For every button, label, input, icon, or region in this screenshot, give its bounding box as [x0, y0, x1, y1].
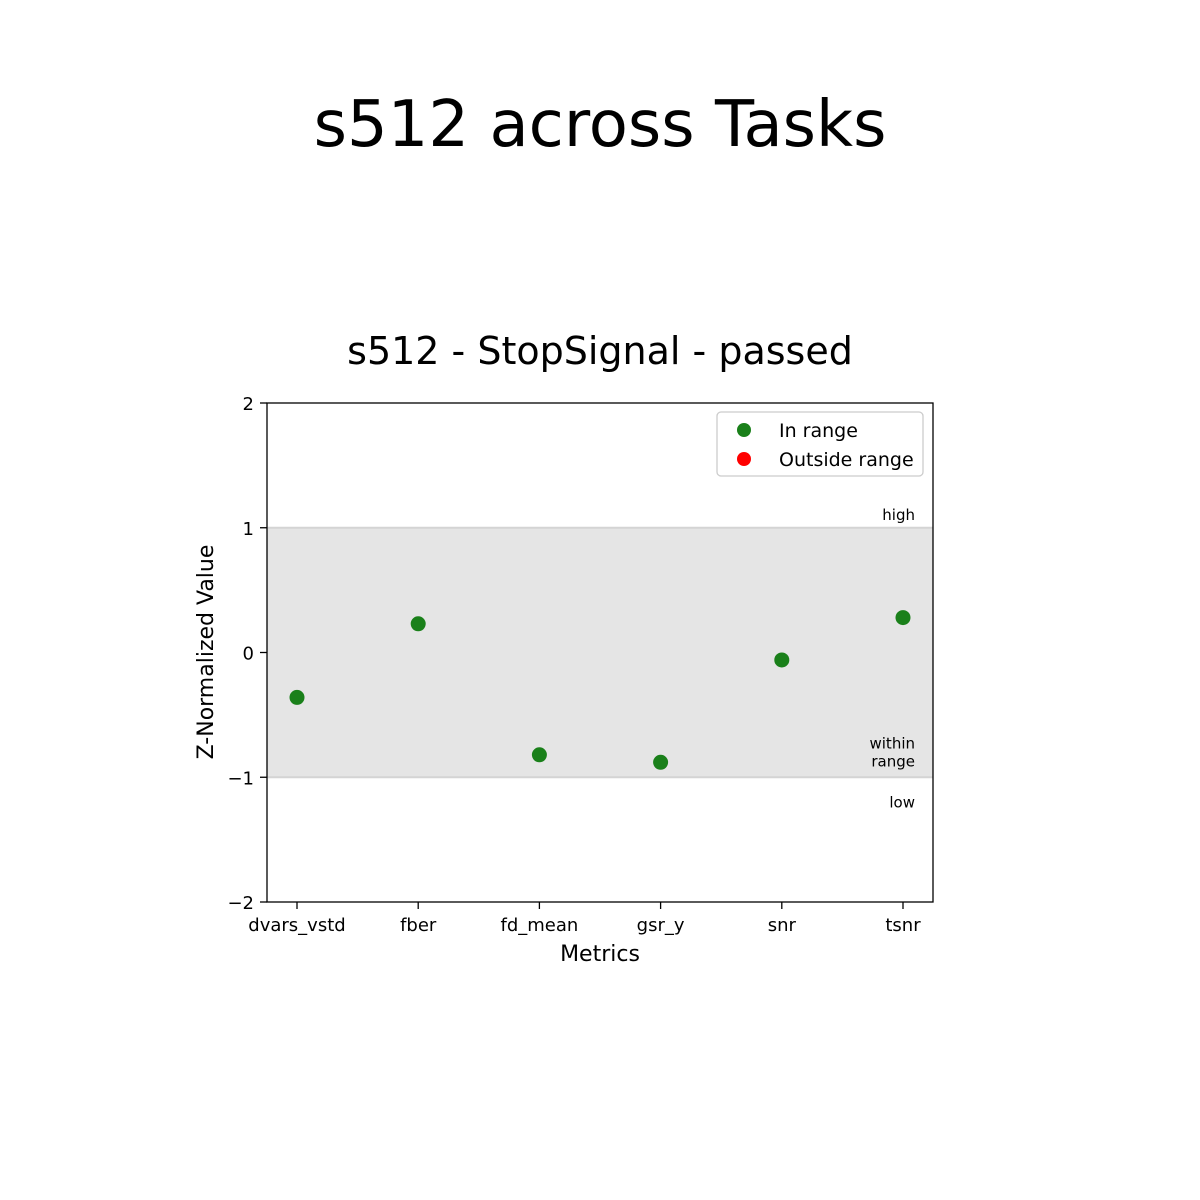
x-tick-label: dvars_vstd	[248, 915, 345, 936]
legend-label: In range	[779, 420, 858, 442]
data-point-tsnr	[895, 610, 911, 626]
within-range-band	[267, 527, 933, 778]
plot-frame	[266, 402, 934, 903]
legend-marker	[737, 452, 751, 466]
x-tick-label: fd_mean	[500, 915, 578, 936]
data-point-dvars_vstd	[289, 689, 305, 705]
x-tick-label: gsr_y	[637, 915, 685, 936]
annotation-high: high	[882, 506, 915, 524]
x-axis-label: Metrics	[560, 942, 640, 967]
y-axis-ticks: 2 1 0 −1 −2	[227, 394, 267, 914]
legend-box	[716, 411, 924, 477]
data-points	[289, 610, 911, 770]
y-tick-label: 2	[243, 394, 254, 415]
x-tick-label: fber	[400, 915, 437, 936]
y-axis-label: Z-Normalized Value	[194, 545, 219, 760]
chart-title: s512 - StopSignal - passed	[347, 329, 853, 373]
x-tick-label: tsnr	[885, 915, 921, 936]
y-tick-label: 0	[243, 644, 254, 665]
x-tick-label: snr	[768, 915, 797, 936]
legend: In range Outside range	[716, 411, 924, 477]
data-point-fber	[410, 616, 426, 632]
y-tick-label: 1	[243, 519, 254, 540]
y-tick-label: −1	[227, 768, 254, 789]
data-point-gsr_y	[653, 754, 669, 770]
data-point-snr	[774, 652, 790, 668]
y-tick-label: −2	[227, 893, 254, 914]
annotation-within-range: within	[870, 734, 916, 752]
annotation-within-range: range	[871, 752, 915, 770]
x-axis-ticks: dvars_vstd fber fd_mean gsr_y snr tsnr	[248, 902, 921, 936]
legend-label: Outside range	[779, 449, 914, 471]
legend-marker	[737, 423, 751, 437]
annotation-low: low	[889, 793, 915, 811]
data-point-fd_mean	[531, 747, 547, 763]
figure-title: s512 across Tasks	[313, 88, 887, 162]
